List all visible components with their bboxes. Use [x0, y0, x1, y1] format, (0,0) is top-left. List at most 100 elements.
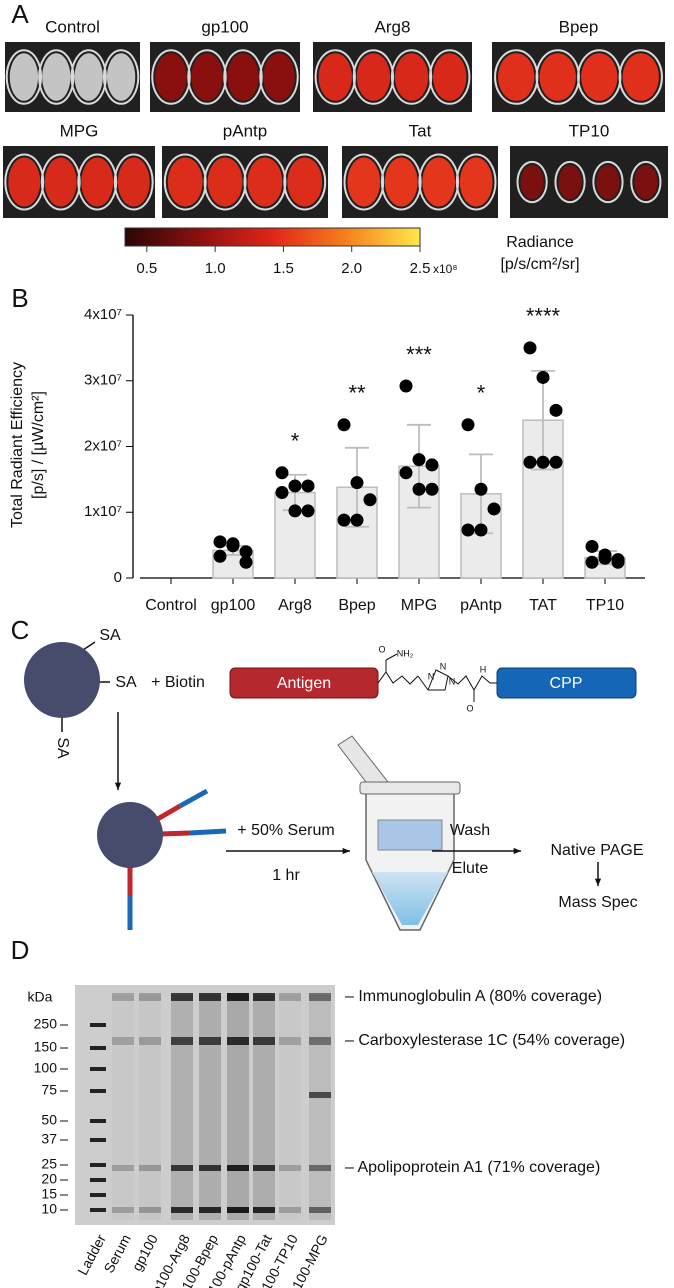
signal-spot	[433, 53, 467, 101]
spot-outline	[343, 153, 385, 211]
signal-spot	[356, 53, 391, 101]
data-point	[425, 482, 439, 496]
spot-outline	[418, 153, 460, 211]
spot-outline	[77, 153, 118, 211]
data-point	[549, 455, 563, 469]
y-tick-label: 2x10⁷	[84, 437, 122, 454]
data-point	[412, 453, 426, 467]
signal-spot	[539, 53, 576, 101]
spot-outline	[592, 160, 624, 204]
x-tick-label: Control	[145, 597, 197, 614]
lane-smear	[279, 995, 301, 1220]
gel-band	[199, 993, 221, 1001]
spot-outline	[455, 153, 497, 211]
ladder-band	[90, 1178, 106, 1182]
x-tick-label: gp100	[211, 597, 256, 614]
data-point	[275, 466, 289, 480]
signal-spot	[106, 53, 136, 101]
image-label: TP10	[569, 121, 610, 140]
signal-spot	[167, 157, 203, 207]
y-axis-label: [p/s] / [µW/cm²]	[30, 391, 47, 499]
panel-label: B	[11, 283, 28, 313]
ladder-band	[90, 1163, 106, 1167]
data-point	[399, 379, 413, 393]
signal-spot	[9, 53, 39, 101]
significance-label: *	[477, 381, 486, 406]
y-tick-label: 0	[114, 569, 122, 586]
lane-smear	[139, 995, 161, 1220]
signal-spot	[191, 53, 223, 101]
chem-label: N	[440, 661, 447, 671]
x-tick-label: Arg8	[278, 597, 312, 614]
data-point	[598, 551, 612, 565]
gel-band	[279, 1207, 301, 1213]
spot-outline	[113, 153, 154, 211]
sa-label: SA	[99, 627, 121, 644]
data-point	[611, 553, 625, 567]
data-point	[399, 466, 413, 480]
gel-band	[279, 1037, 301, 1045]
ladder-label: 150	[34, 1039, 58, 1055]
gel-band	[112, 1037, 134, 1045]
sa-label: SA	[115, 674, 137, 691]
gel-band	[253, 1207, 275, 1213]
data-point	[288, 479, 302, 493]
significance-label: ***	[406, 342, 432, 367]
data-point	[213, 535, 227, 549]
connector	[189, 828, 227, 836]
signal-spot	[498, 53, 535, 101]
ladder-label: 250	[34, 1016, 58, 1032]
ladder-label: 15	[41, 1186, 57, 1202]
ladder-band	[90, 1023, 106, 1027]
signal-spot	[558, 164, 582, 200]
gel-band	[139, 993, 161, 1001]
data-point	[585, 555, 599, 569]
signal-spot	[347, 157, 381, 207]
chem-label: N	[449, 676, 456, 686]
lane-label: gp100	[129, 1231, 162, 1273]
gel-band	[227, 1037, 249, 1045]
colorbar-title: Radiance	[506, 234, 574, 251]
lane-smear	[171, 995, 193, 1220]
spot-outline	[102, 49, 140, 105]
gel-band	[253, 993, 275, 1001]
image-label: gp100	[201, 17, 248, 36]
signal-spot	[287, 157, 323, 207]
lane-smear	[112, 995, 134, 1220]
data-point	[363, 493, 377, 507]
spot-outline	[380, 153, 422, 211]
lane-smear	[227, 995, 249, 1220]
data-point	[301, 479, 315, 493]
gel-band	[309, 993, 331, 1001]
data-point	[536, 455, 550, 469]
data-point	[239, 545, 253, 559]
colorbar-tick-label: 2.5	[410, 260, 431, 277]
spot-outline	[40, 153, 81, 211]
signal-spot	[422, 157, 456, 207]
data-point	[523, 341, 537, 355]
gel-band	[112, 1165, 134, 1171]
x-tick-label: TAT	[529, 597, 557, 614]
cpp-label: CPP	[550, 675, 583, 692]
chem-label: O	[378, 644, 385, 654]
connector	[377, 653, 497, 702]
gel-band	[227, 1207, 249, 1213]
band-annotation: – Immunoglobulin A (80% coverage)	[345, 988, 602, 1005]
ladder-band	[90, 1119, 106, 1123]
signal-spot	[581, 53, 618, 101]
lane-smear	[309, 995, 331, 1220]
gel-band	[227, 993, 249, 1001]
gel-band	[253, 1037, 275, 1045]
wash-label: Wash	[450, 822, 490, 839]
colorbar	[124, 227, 421, 247]
bead	[97, 802, 163, 868]
connector	[178, 788, 209, 809]
gel-band	[199, 1037, 221, 1045]
spot-outline	[554, 160, 586, 204]
ladder-label: 20	[41, 1171, 57, 1187]
gel-band	[279, 993, 301, 1001]
lane-smear	[253, 995, 275, 1220]
gel-band	[227, 1165, 249, 1171]
data-point	[226, 537, 240, 551]
y-tick-label: 4x10⁷	[84, 306, 122, 323]
